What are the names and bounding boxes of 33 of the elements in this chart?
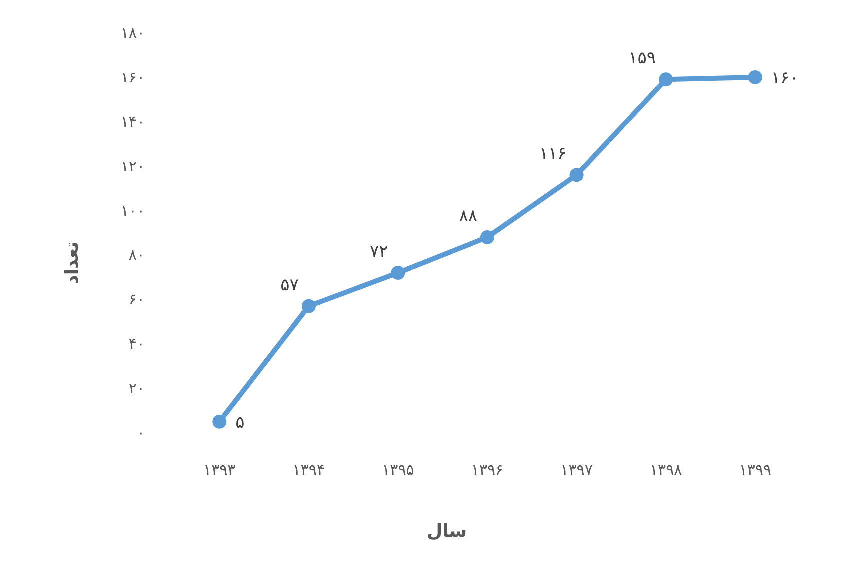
point [748,70,762,84]
data-label: ۱۶۰ [771,68,799,88]
data-label: ۱۵۹ [628,48,656,69]
y-tick-label: ۱۰۰ [120,202,145,220]
x-tick-label: ۱۳۹۸ [650,461,682,479]
x-tick-label: ۱۳۹۵ [382,461,414,479]
x-tick-label: ۱۳۹۴ [292,461,326,479]
y-tick-label: ۱۲۰ [120,157,145,176]
y-tick-label: ۸۰ [128,246,145,264]
point [212,414,227,429]
point [302,299,316,314]
y-tick-label: ۰ [136,424,145,442]
data-label: ۱۱۶ [539,144,567,164]
y-tick-label: ۱۸۰ [120,24,145,42]
point [391,266,406,280]
y-tick-label: ۱۶۰ [120,68,145,86]
x-tick-label: ۱۳۹۶ [471,461,504,479]
data-label: ۸۸ [459,206,478,226]
y-tick-label: ۴۰ [128,335,145,354]
x-tick-label: ۱۳۹۳ [204,461,236,479]
x-tick-label: ۱۳۹۹ [739,461,772,479]
y-axis-title: تعداد [62,242,83,284]
point [659,72,674,87]
point [480,230,494,244]
data-label: ۷۲ [370,242,388,262]
point [570,168,584,182]
x-axis-title: سال [426,521,468,542]
data-label: ۵ [236,412,245,433]
y-tick-label: ۱۴۰ [120,112,145,131]
y-tick-label: ۶۰ [128,290,145,309]
x-tick-label: ۱۳۹۷ [560,461,593,479]
y-tick-label: ۲۰ [128,380,145,398]
data-label: ۵۷ [280,275,299,296]
